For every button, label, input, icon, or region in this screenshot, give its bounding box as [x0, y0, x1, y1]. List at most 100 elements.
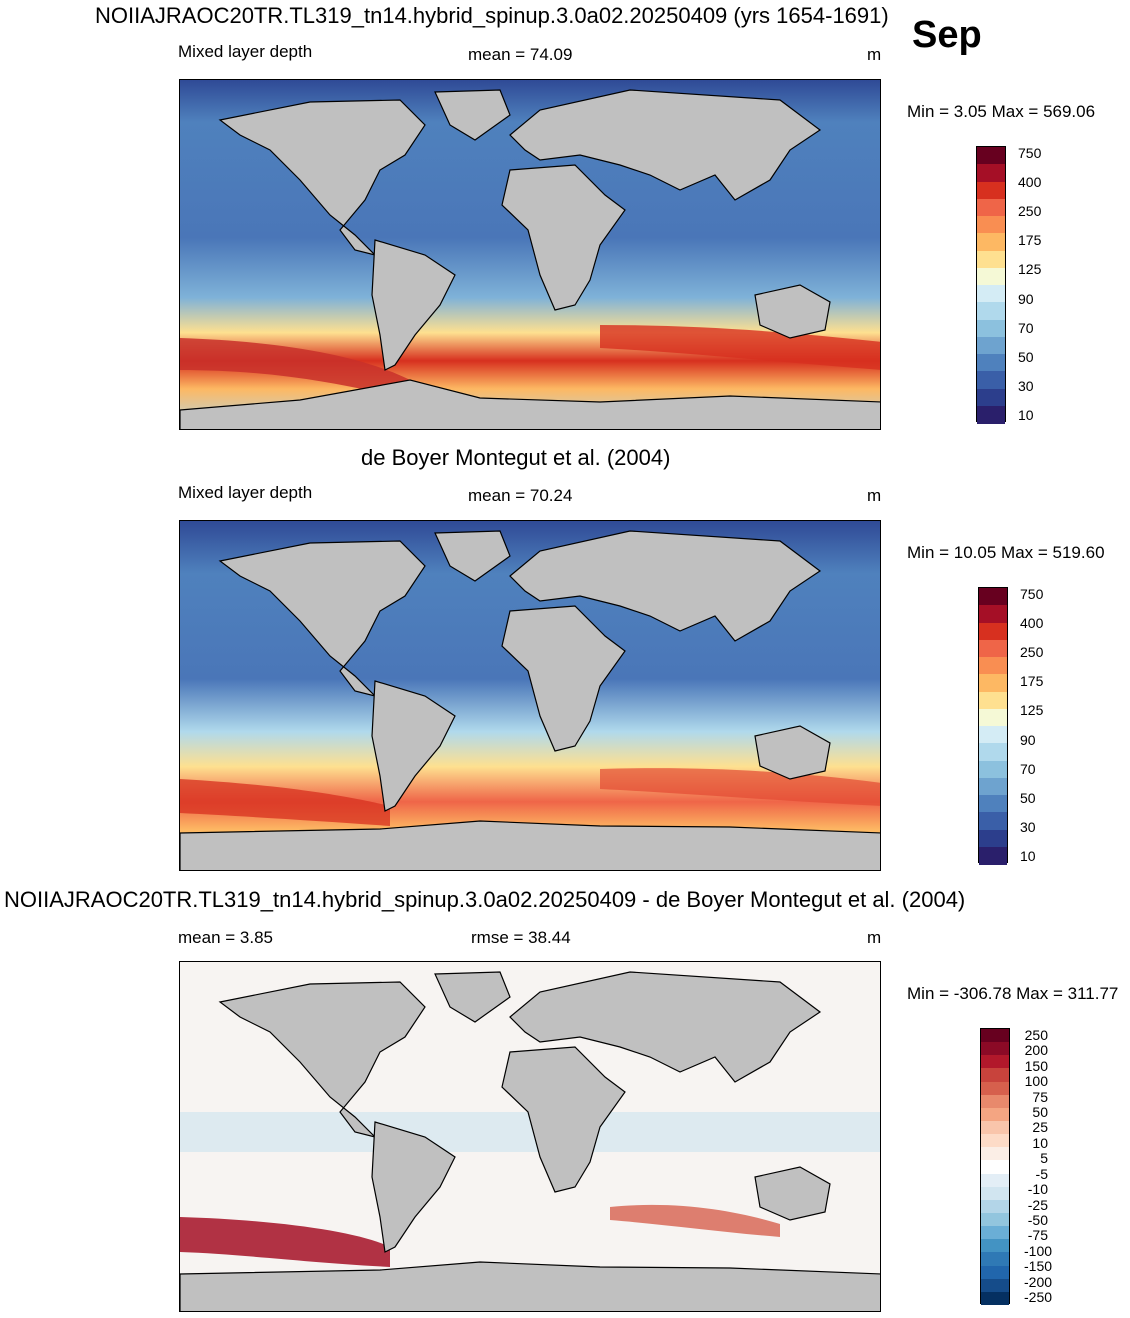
- colorbar-swatch: [977, 267, 1005, 286]
- colorbar-swatch: [981, 1226, 1009, 1240]
- panel3-title: NOIIAJRAOC20TR.TL319_tn14.hybrid_spinup.…: [4, 887, 966, 912]
- colorbar-tick-label: 30: [1018, 377, 1034, 394]
- colorbar-tick-label: -100: [1024, 1242, 1053, 1259]
- panel3-units: m: [867, 928, 882, 947]
- colorbar-tick-label: 200: [1024, 1042, 1048, 1059]
- colorbar-tick-label: -25: [1027, 1196, 1048, 1213]
- colorbar-swatch: [977, 319, 1005, 338]
- colorbar-tick-label: 75: [1032, 1088, 1048, 1105]
- colorbar-tick-label: 30: [1020, 818, 1036, 835]
- colorbar-swatch: [977, 164, 1005, 182]
- colorbar-swatch: [979, 777, 1007, 796]
- panel1-mean: mean = 74.09: [468, 45, 573, 64]
- antarctica: [180, 1261, 880, 1311]
- colorbar-swatch: [981, 1160, 1009, 1175]
- colorbar-tick-label: -5: [1035, 1165, 1048, 1182]
- colorbar-swatch: [981, 1029, 1009, 1043]
- colorbar-tick-label: 10: [1020, 848, 1036, 864]
- colorbar-tick-label: 90: [1020, 731, 1036, 748]
- panel2-units: m: [867, 486, 882, 505]
- colorbar-swatch: [981, 1042, 1009, 1056]
- colorbar-swatch: [979, 760, 1007, 779]
- colorbar-swatch: [981, 1278, 1009, 1293]
- colorbar-swatch: [979, 846, 1007, 865]
- panel2-map: [179, 520, 881, 871]
- colorbar-tick-label: 70: [1020, 760, 1036, 777]
- colorbar-tick-label: -75: [1027, 1227, 1048, 1244]
- australia: [754, 1166, 831, 1221]
- colorbar-tick-label: 175: [1018, 232, 1042, 249]
- panel2-left-label: Mixed layer depth: [178, 483, 313, 502]
- colorbar-tick-label: 100: [1024, 1073, 1048, 1090]
- panel3-colorbar: 250 200 150 100 75 50 25 10 5 -5 -10 -25 -50 -75 -100-…: [980, 1028, 1080, 1308]
- colorbar-swatch: [981, 1147, 1009, 1161]
- southern-pacific-anomaly: [180, 1217, 390, 1267]
- south-america: [371, 680, 456, 812]
- colorbar-tick-label: 90: [1018, 290, 1034, 307]
- south-america: [371, 1121, 456, 1253]
- colorbar-swatch: [979, 829, 1007, 848]
- colorbar-swatch: [979, 743, 1007, 761]
- colorbar-swatch: [981, 1068, 1009, 1083]
- colorbar-swatch: [977, 302, 1005, 320]
- panel3-rmse: rmse = 38.44: [471, 928, 571, 947]
- colorbar-swatch: [977, 388, 1005, 407]
- colorbar-tick-label: -10: [1027, 1181, 1048, 1198]
- colorbar-tick-label: 25: [1032, 1119, 1048, 1136]
- colorbar-swatch: [981, 1173, 1009, 1188]
- colorbar-tick-label: 250: [1020, 644, 1044, 661]
- colorbar-swatch: [981, 1239, 1009, 1253]
- colorbar-swatch: [981, 1107, 1009, 1122]
- colorbar-swatch: [979, 726, 1007, 744]
- panel2-minmax: Min = 10.05 Max = 519.60: [907, 543, 1105, 562]
- colorbar-tick-label: -250: [1024, 1289, 1053, 1305]
- panel2-title: de Boyer Montegut et al. (2004): [361, 445, 671, 470]
- colorbar-swatch: [977, 371, 1005, 389]
- colorbar-tick-label: 50: [1018, 348, 1034, 365]
- colorbar-swatch: [977, 285, 1005, 303]
- colorbar-swatch: [979, 812, 1007, 830]
- panel1-minmax: Min = 3.05 Max = 569.06: [907, 102, 1096, 121]
- colorbar-tick-label: 125: [1020, 702, 1044, 719]
- colorbar-swatch: [981, 1121, 1009, 1135]
- colorbar-tick-label: 400: [1018, 174, 1042, 191]
- colorbar-swatch: [979, 639, 1007, 658]
- north-america: [218, 981, 426, 1139]
- australia: [754, 725, 831, 780]
- panel3-mean: mean = 3.85: [178, 928, 273, 947]
- colorbar-swatch: [981, 1055, 1009, 1069]
- panel2-mean: mean = 70.24: [468, 486, 573, 505]
- colorbar-swatch: [977, 216, 1005, 234]
- colorbar-tick-label: 10: [1032, 1134, 1048, 1151]
- colorbar-swatch: [977, 354, 1005, 372]
- south-america: [371, 239, 456, 371]
- colorbar-swatch: [981, 1199, 1009, 1214]
- eurasia: [509, 530, 822, 642]
- colorbar-tick-label: 5: [1040, 1150, 1048, 1167]
- panel1-left-label: Mixed layer depth: [178, 42, 313, 61]
- colorbar-tick-label: 750: [1018, 145, 1042, 161]
- colorbar-swatch: [979, 708, 1007, 727]
- colorbar-tick-label: 250: [1024, 1027, 1048, 1043]
- panel1-units: m: [867, 45, 882, 64]
- eurasia: [509, 971, 822, 1083]
- colorbar-swatch: [981, 1213, 1009, 1227]
- colorbar-tick-label: 70: [1018, 319, 1034, 336]
- colorbar-swatch: [977, 405, 1005, 424]
- africa: [501, 164, 626, 311]
- antarctica: [180, 379, 880, 429]
- greenland: [434, 89, 511, 141]
- greenland: [434, 971, 511, 1023]
- colorbar-tick-label: 50: [1020, 789, 1036, 806]
- colorbar-swatch: [977, 336, 1005, 355]
- colorbar-tick-label: 125: [1018, 261, 1042, 278]
- colorbar-swatch: [981, 1265, 1009, 1280]
- southern-ocean-band: [180, 338, 410, 400]
- colorbar-swatch: [977, 250, 1005, 269]
- indian-ocean-band: [600, 325, 880, 370]
- main-title: NOIIAJRAOC20TR.TL319_tn14.hybrid_spinup.…: [95, 3, 889, 28]
- colorbar-swatch: [981, 1291, 1009, 1306]
- colorbar-swatch: [977, 198, 1005, 217]
- north-america: [218, 99, 426, 257]
- colorbar-swatch: [979, 605, 1007, 623]
